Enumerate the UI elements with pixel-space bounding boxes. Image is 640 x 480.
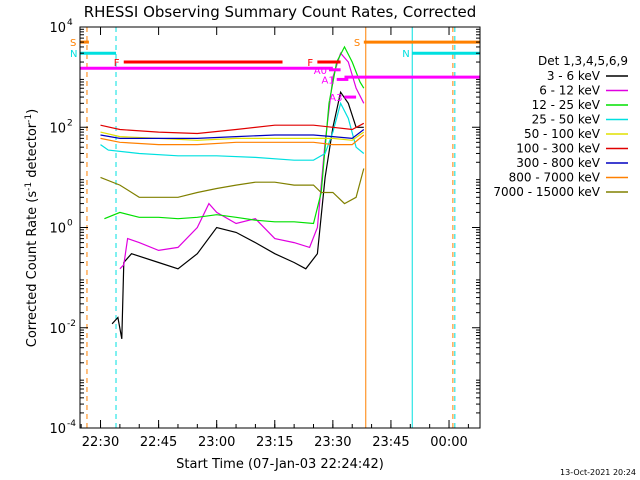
series-line-7 — [100, 134, 365, 146]
series-line-2 — [104, 45, 365, 225]
state-bar-label-3: N — [402, 49, 409, 60]
legend-label-2: 12 - 25 keV — [532, 98, 601, 112]
x-tick-label-1: 22:45 — [140, 435, 177, 450]
series-line-6 — [100, 129, 365, 140]
state-bar-label-4: F — [114, 58, 120, 69]
x-tick-label-4: 23:30 — [314, 435, 351, 450]
x-tick-label-5: 23:45 — [372, 435, 409, 450]
y-axis-label: Corrected Count Rate (s-1 detector-1) — [24, 109, 40, 347]
generated-timestamp: 13-Oct-2021 20:24 — [560, 468, 636, 477]
state-bar-label-1: S — [354, 38, 360, 49]
y-tick-exponent-4: 4 — [67, 18, 73, 28]
y-tick-label-4: 10 — [49, 21, 66, 36]
y-tick-exponent-0: -4 — [67, 419, 76, 429]
legend-label-6: 300 - 800 keV — [516, 156, 600, 170]
plot-frame — [79, 26, 481, 429]
x-tick-label-3: 23:15 — [256, 435, 293, 450]
state-bar-label-0: S — [70, 38, 76, 49]
legend-label-4: 50 - 100 keV — [524, 127, 601, 141]
vertical-markers — [79, 27, 456, 428]
x-axis-label: Start Time (07-Jan-03 22:24:42) — [176, 457, 384, 472]
y-tick-label-0: 10 — [49, 422, 66, 437]
y-tick-exponent-2: 0 — [67, 219, 73, 229]
attenuator-label-1: A1 — [322, 75, 335, 86]
state-bar-label-2: N — [70, 49, 77, 60]
y-tick-label-2: 10 — [49, 222, 66, 237]
x-axis: 22:30 22:45 23:00 23:15 23:30 23:45 00:00 — [80, 27, 469, 450]
attenuator-label-0: A0 — [314, 66, 327, 77]
series-line-0 — [111, 90, 364, 340]
y-tick-exponent-3: 2 — [67, 118, 73, 128]
series-line-3 — [100, 101, 365, 161]
state-bar-label-5: F — [307, 58, 313, 69]
legend-label-7: 800 - 7000 keV — [509, 171, 601, 185]
legend-title: Det 1,3,4,5,6,9 — [538, 54, 628, 68]
legend-label-0: 3 - 6 keV — [547, 69, 601, 83]
y-tick-label-1: 10 — [49, 322, 66, 337]
chart-title: RHESSI Observing Summary Count Rates, Co… — [84, 3, 477, 21]
legend-label-8: 7000 - 15000 keV — [493, 185, 600, 199]
x-tick-label-2: 23:00 — [198, 435, 235, 450]
legend-label-1: 6 - 12 keV — [539, 84, 601, 98]
legend-label-5: 100 - 300 keV — [516, 142, 600, 156]
attenuator-label-2: A3 — [329, 93, 342, 104]
x-tick-label-6: 00:00 — [430, 435, 467, 450]
y-tick-exponent-1: -2 — [67, 319, 76, 329]
series-line-4 — [100, 131, 365, 141]
series-lines — [100, 45, 365, 340]
series-line-5 — [100, 122, 365, 135]
legend-label-3: 25 - 50 keV — [532, 113, 601, 127]
series-line-8 — [100, 168, 365, 205]
y-tick-label-3: 10 — [49, 121, 66, 136]
x-tick-label-0: 22:30 — [82, 435, 119, 450]
